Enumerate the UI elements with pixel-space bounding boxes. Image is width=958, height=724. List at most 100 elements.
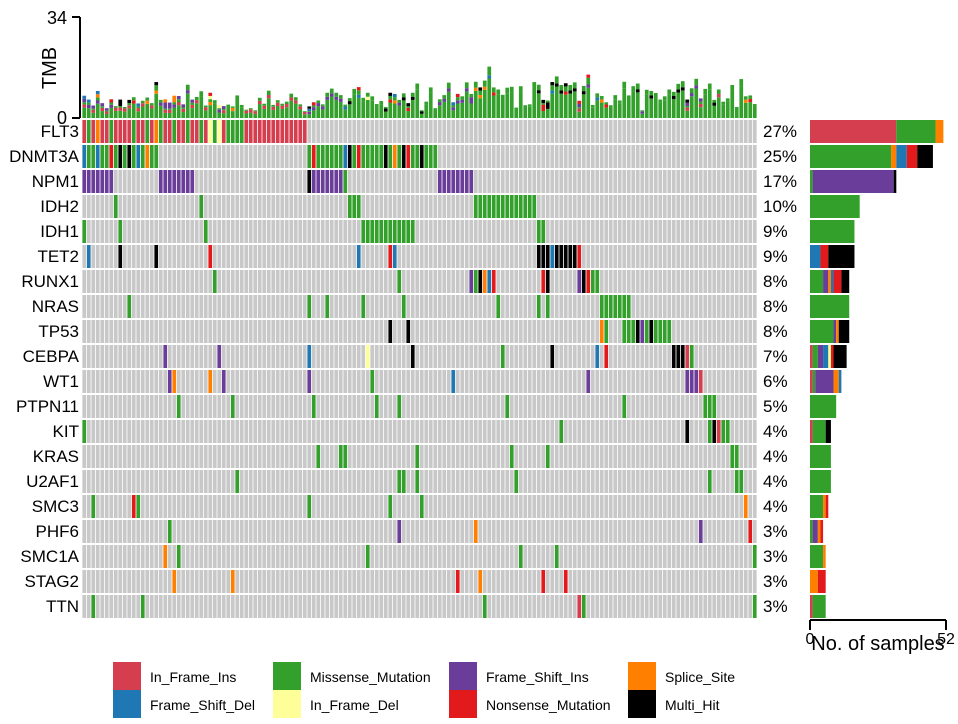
wildtype-cell: [464, 470, 469, 493]
wildtype-cell: [469, 445, 474, 468]
wildtype-cell: [473, 545, 478, 568]
wildtype-cell: [541, 145, 546, 168]
wildtype-cell: [478, 445, 483, 468]
wildtype-cell: [649, 420, 654, 443]
wildtype-cell: [572, 520, 577, 543]
wildtype-cell: [478, 120, 483, 143]
wildtype-cell: [343, 345, 348, 368]
wildtype-cell: [113, 245, 118, 268]
wildtype-cell: [505, 120, 510, 143]
wildtype-cell: [496, 395, 501, 418]
wildtype-cell: [626, 370, 631, 393]
wildtype-cell: [221, 145, 226, 168]
wildtype-cell: [86, 345, 91, 368]
wildtype-cell: [392, 395, 397, 418]
wildtype-cell: [626, 245, 631, 268]
wildtype-cell: [676, 370, 681, 393]
wildtype-cell: [244, 520, 249, 543]
wildtype-cell: [284, 595, 289, 618]
wildtype-cell: [127, 370, 132, 393]
wildtype-cell: [595, 370, 600, 393]
mutation-cell: [320, 145, 325, 168]
wildtype-cell: [329, 495, 334, 518]
wildtype-cell: [316, 395, 321, 418]
wildtype-cell: [658, 220, 663, 243]
wildtype-cell: [122, 195, 127, 218]
wildtype-cell: [163, 495, 168, 518]
wildtype-cell: [302, 520, 307, 543]
wildtype-cell: [712, 545, 717, 568]
wildtype-cell: [370, 545, 375, 568]
tmb-bar: [748, 102, 753, 118]
wildtype-cell: [122, 170, 127, 193]
wildtype-cell: [496, 370, 501, 393]
wildtype-cell: [626, 120, 631, 143]
mutation-cell: [406, 320, 411, 343]
wildtype-cell: [248, 595, 253, 618]
wildtype-cell: [343, 245, 348, 268]
wildtype-cell: [658, 295, 663, 318]
wildtype-cell: [86, 520, 91, 543]
wildtype-cell: [527, 595, 532, 618]
wildtype-cell: [433, 195, 438, 218]
wildtype-cell: [622, 520, 627, 543]
wildtype-cell: [442, 370, 447, 393]
wildtype-cell: [113, 470, 118, 493]
wildtype-cell: [505, 320, 510, 343]
wildtype-cell: [226, 395, 231, 418]
mutation-cell: [514, 195, 519, 218]
wildtype-cell: [253, 345, 258, 368]
wildtype-cell: [397, 320, 402, 343]
wildtype-cell: [698, 245, 703, 268]
mutation-cell: [203, 120, 208, 143]
wildtype-cell: [460, 345, 465, 368]
mutation-cell: [104, 120, 109, 143]
wildtype-cell: [559, 495, 564, 518]
wildtype-cell: [275, 570, 280, 593]
wildtype-cell: [671, 595, 676, 618]
wildtype-cell: [550, 145, 555, 168]
wildtype-cell: [406, 470, 411, 493]
mutation-cell: [653, 320, 658, 343]
wildtype-cell: [586, 120, 591, 143]
mutation-cell: [559, 420, 564, 443]
wildtype-cell: [514, 395, 519, 418]
wildtype-cell: [653, 595, 658, 618]
wildtype-cell: [725, 370, 730, 393]
wildtype-cell: [262, 570, 267, 593]
wildtype-cell: [221, 345, 226, 368]
wildtype-cell: [536, 595, 541, 618]
wildtype-cell: [500, 270, 505, 293]
wildtype-cell: [487, 545, 492, 568]
wildtype-cell: [379, 370, 384, 393]
wildtype-cell: [680, 195, 685, 218]
wildtype-cell: [653, 395, 658, 418]
wildtype-cell: [433, 370, 438, 393]
wildtype-cell: [451, 595, 456, 618]
mutation-cell: [131, 120, 136, 143]
wildtype-cell: [433, 170, 438, 193]
wildtype-cell: [613, 120, 618, 143]
tmb-bar: [455, 97, 460, 101]
tmb-bar: [82, 95, 87, 99]
wildtype-cell: [478, 595, 483, 618]
wildtype-cell: [586, 545, 591, 568]
wildtype-cell: [626, 420, 631, 443]
wildtype-cell: [140, 170, 145, 193]
wildtype-cell: [275, 520, 280, 543]
wildtype-cell: [163, 320, 168, 343]
wildtype-cell: [307, 520, 312, 543]
wildtype-cell: [410, 320, 415, 343]
wildtype-cell: [581, 495, 586, 518]
wildtype-cell: [491, 145, 496, 168]
wildtype-cell: [541, 370, 546, 393]
wildtype-cell: [140, 295, 145, 318]
wildtype-cell: [293, 295, 298, 318]
wildtype-cell: [721, 295, 726, 318]
wildtype-cell: [568, 170, 573, 193]
wildtype-cell: [289, 170, 294, 193]
wildtype-cell: [289, 245, 294, 268]
wildtype-cell: [577, 145, 582, 168]
mutation-cell: [217, 120, 222, 143]
wildtype-cell: [716, 170, 721, 193]
